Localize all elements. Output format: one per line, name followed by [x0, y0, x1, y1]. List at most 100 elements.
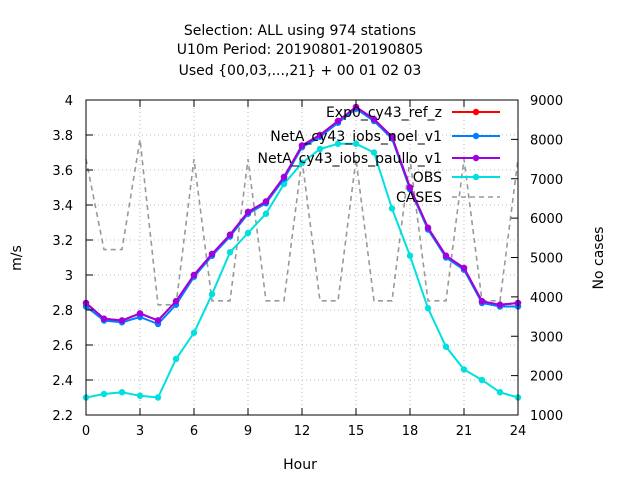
data-point: [244, 208, 252, 216]
data-point: [226, 249, 234, 256]
y2-tick-label: 9000: [530, 94, 563, 109]
data-point: [460, 366, 468, 373]
legend-label: NetA_cy43_iobs_noel_v1: [270, 129, 442, 145]
data-point: [298, 142, 306, 149]
x-tick-label: 0: [82, 424, 90, 439]
y-tick-label: 3: [65, 269, 73, 284]
data-point: [118, 317, 126, 324]
y2-axis-ticks: 1000 2000 3000 4000 5000 6000 7000 8000 9000: [511, 94, 563, 424]
data-point: [280, 173, 288, 181]
data-point: [316, 131, 324, 139]
legend-item: NetA_cy43_iobs_noel_v1: [270, 129, 500, 145]
data-point: [442, 343, 450, 350]
y2-tick-label: 2000: [530, 370, 563, 385]
data-point: [496, 389, 504, 396]
title-line-2: U10m Period: 20190801-20190805: [177, 42, 424, 58]
x-tick-label: 6: [190, 424, 198, 439]
y-tick-label: 4: [65, 94, 73, 109]
x-tick-label: 12: [294, 424, 311, 439]
data-point: [244, 229, 252, 237]
y-tick-label: 2.8: [52, 304, 73, 319]
title-line-3: Used {00,03,...,21} + 00 01 02 03: [179, 63, 422, 79]
legend-label: Exp0_cy43_ref_z: [326, 105, 442, 121]
data-point: [100, 390, 108, 398]
chart-title: Selection: ALL using 974 stations U10m P…: [177, 23, 424, 79]
y-tick-label: 2.4: [52, 374, 73, 389]
series-neta-cy43-iobs-paullo-v1: [82, 103, 522, 324]
data-point: [352, 140, 360, 147]
legend-item: NetA_cy43_iobs_paullo_v1: [258, 151, 500, 167]
data-point: [208, 291, 216, 298]
data-point: [370, 116, 378, 123]
data-point: [118, 389, 126, 396]
legend-item: CASES: [396, 190, 500, 206]
legend-marker: [472, 173, 480, 181]
data-point: [334, 140, 342, 147]
y-tick-label: 2.6: [52, 339, 73, 354]
y-tick-label: 3.6: [52, 164, 73, 179]
y-axis-label: m/s: [9, 245, 25, 271]
x-tick-label: 24: [510, 424, 527, 439]
data-point: [424, 224, 432, 231]
series-cases: [85, 139, 519, 306]
y-tick-label: 3.8: [52, 129, 73, 144]
data-point: [262, 210, 270, 217]
x-tick-label: 15: [348, 424, 365, 439]
y-tick-label: 2.2: [52, 409, 73, 424]
data-point: [208, 250, 216, 258]
cases-layer: [85, 139, 519, 306]
series-line: [85, 142, 519, 399]
data-point: [136, 310, 144, 317]
legend-label: OBS: [413, 170, 442, 186]
y2-tick-label: 3000: [530, 330, 563, 345]
y2-tick-label: 7000: [530, 173, 563, 188]
data-point: [406, 252, 414, 259]
data-point: [370, 149, 378, 156]
y-tick-label: 3.2: [52, 234, 73, 249]
data-point: [226, 231, 234, 238]
data-point: [154, 317, 162, 324]
data-point: [262, 198, 270, 205]
data-point: [388, 133, 396, 140]
data-point: [298, 159, 306, 167]
data-point: [154, 394, 162, 401]
legend-label: NetA_cy43_iobs_paullo_v1: [258, 151, 442, 167]
data-point: [496, 301, 504, 308]
x-tick-label: 3: [136, 424, 144, 439]
data-point: [190, 271, 198, 279]
data-point: [424, 305, 432, 312]
series-layer: [82, 103, 522, 401]
y2-tick-label: 4000: [530, 291, 563, 306]
data-point: [172, 355, 180, 363]
data-point: [334, 117, 342, 125]
data-point: [172, 298, 180, 305]
series-obs: [82, 140, 522, 401]
data-point: [190, 329, 198, 336]
y-axis-ticks: 2.2 2.4 2.6 2.8 3 3.2 3.4 3.6 3.8 4: [52, 94, 93, 424]
legend-label: CASES: [396, 190, 442, 206]
y2-axis-label: No cases: [591, 227, 607, 290]
data-point: [442, 252, 450, 259]
y2-tick-label: 8000: [530, 133, 563, 148]
data-point: [460, 264, 468, 272]
grid: [86, 100, 518, 415]
legend-marker: [472, 108, 480, 116]
title-line-1: Selection: ALL using 974 stations: [184, 23, 416, 39]
x-tick-label: 9: [244, 424, 252, 439]
y2-tick-label: 1000: [530, 409, 563, 424]
x-tick-label: 18: [402, 424, 419, 439]
data-point: [406, 184, 414, 191]
legend-item: OBS: [413, 170, 500, 186]
x-tick-label: 21: [456, 424, 473, 439]
x-axis-label: Hour: [283, 457, 317, 473]
legend-item: Exp0_cy43_ref_z: [326, 105, 500, 121]
data-point: [478, 298, 486, 305]
legend: Exp0_cy43_ref_z NetA_cy43_iobs_noel_v1 Net…: [258, 105, 500, 206]
data-point: [100, 315, 108, 322]
data-point: [478, 376, 486, 384]
y2-tick-label: 5000: [530, 252, 563, 267]
x-axis-ticks: 0 3 6 9 12 15 18 21 24: [82, 100, 526, 439]
series-line: [85, 139, 519, 306]
data-point: [316, 145, 324, 153]
